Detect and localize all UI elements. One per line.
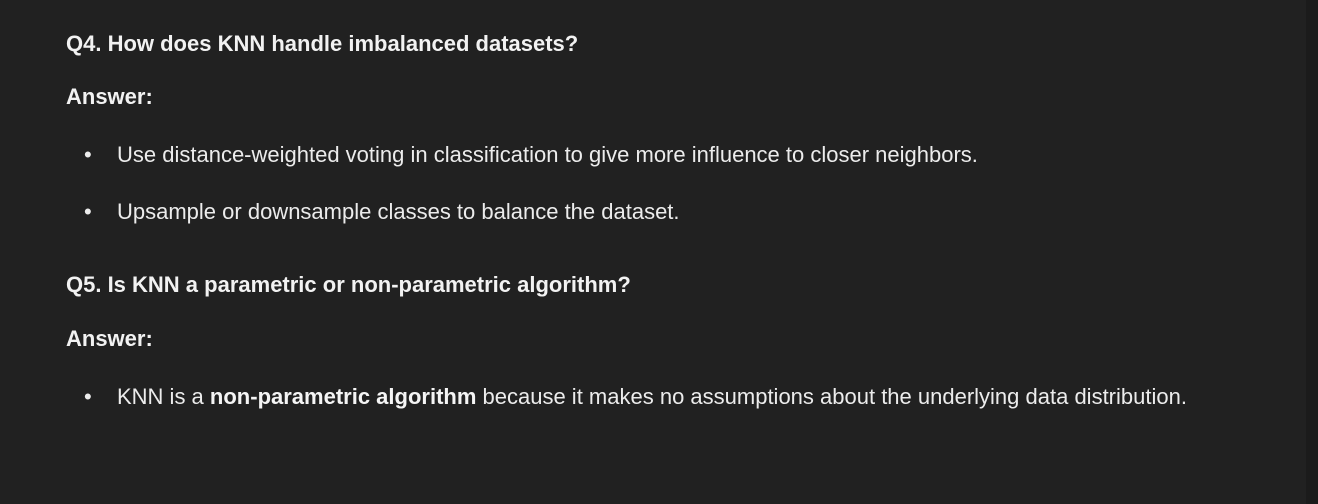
bullet-icon: • — [84, 199, 92, 224]
scrollbar[interactable] — [1306, 0, 1318, 504]
bullet-icon: • — [84, 142, 92, 167]
list-item: • Upsample or downsample classes to bala… — [66, 191, 1246, 233]
answer-label-q4: Answer: — [66, 84, 153, 109]
bullet-text: Upsample or downsample classes to balanc… — [117, 199, 680, 224]
bullet-icon: • — [84, 384, 92, 409]
answer-list-q5: • KNN is a non-parametric algorithm beca… — [66, 376, 1246, 418]
answer-label-q5: Answer: — [66, 326, 153, 351]
list-item: • KNN is a non-parametric algorithm beca… — [66, 376, 1197, 418]
question-q5-heading: Q5. Is KNN a parametric or non-parametri… — [66, 272, 631, 297]
bullet-text: Use distance-weighted voting in classifi… — [117, 142, 978, 167]
bullet-text-after: because it makes no assumptions about th… — [476, 384, 1187, 409]
bullet-text-before: KNN is a — [117, 384, 210, 409]
list-item: • Use distance-weighted voting in classi… — [66, 134, 1246, 176]
question-q4-heading: Q4. How does KNN handle imbalanced datas… — [66, 31, 579, 56]
answer-list-q4: • Use distance-weighted voting in classi… — [66, 134, 1246, 248]
bullet-text-bold: non-parametric algorithm — [209, 384, 477, 409]
